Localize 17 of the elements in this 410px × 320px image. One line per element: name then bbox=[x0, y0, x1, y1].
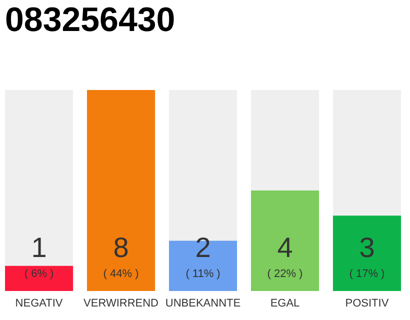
chart-title: 083256430 bbox=[5, 1, 176, 39]
annotation: ( 6% ) bbox=[24, 268, 54, 280]
data-label: 3 bbox=[359, 232, 375, 263]
annotation: ( 44% ) bbox=[103, 268, 139, 280]
x-tick-label: NEGATIV bbox=[15, 298, 64, 310]
x-tick-label: POSITIV bbox=[345, 298, 390, 310]
annotation: ( 11% ) bbox=[186, 268, 220, 280]
data-label: 4 bbox=[277, 232, 293, 263]
data-label: 2 bbox=[195, 232, 211, 263]
bar bbox=[5, 266, 74, 291]
annotation: ( 17% ) bbox=[349, 268, 385, 280]
data-label: 1 bbox=[31, 232, 47, 263]
data-label: 8 bbox=[113, 232, 129, 263]
annotation: ( 22% ) bbox=[267, 268, 303, 280]
x-tick-label: EGAL bbox=[270, 298, 300, 310]
x-tick-label: UNBEKANNTE bbox=[165, 298, 241, 310]
x-tick-label: VERWIRREND bbox=[84, 298, 159, 310]
